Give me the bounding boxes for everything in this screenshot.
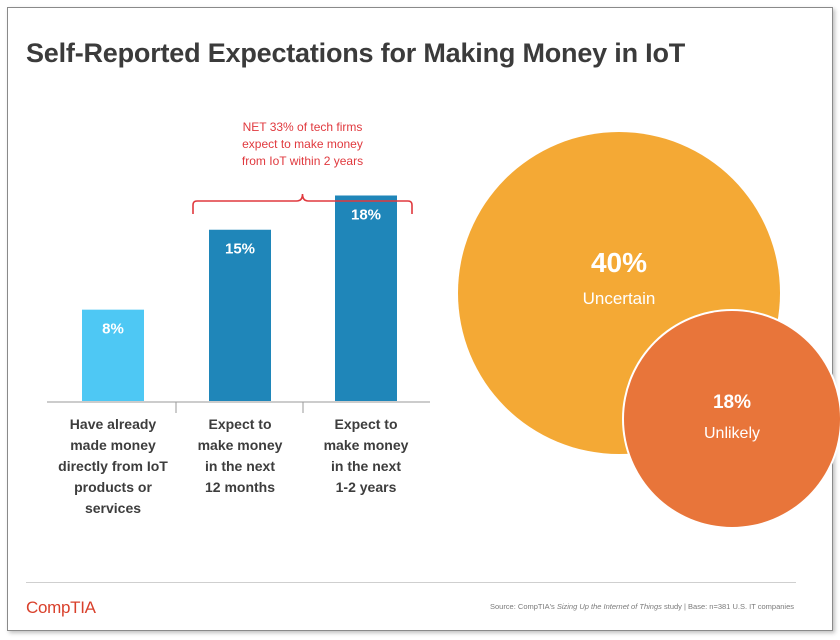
annotation-text-line-2: expect to make money — [242, 137, 363, 151]
bar-1 — [82, 309, 144, 401]
comptia-logo: CompTIA — [26, 598, 96, 617]
annotation-text-line-3: from IoT within 2 years — [242, 154, 363, 168]
bubble-uncertain-value: 40% — [591, 247, 647, 278]
bar-2 — [209, 229, 271, 401]
category-label-3-line-3: in the next — [331, 458, 401, 474]
bar-value-label-3: 18% — [351, 206, 381, 223]
bubble-uncertain-label: Uncertain — [583, 289, 656, 308]
category-label-2-line-4: 12 months — [205, 479, 275, 495]
bar-value-label-2: 15% — [225, 241, 255, 258]
category-label-1-line-3: directly from IoT — [58, 458, 168, 474]
chart-title: Self-Reported Expectations for Making Mo… — [26, 38, 686, 68]
bubble-unlikely-label: Unlikely — [704, 425, 760, 442]
bubble-unlikely — [624, 311, 840, 527]
annotation-text-line-1: NET 33% of tech firms — [243, 120, 363, 134]
category-label-3-line-4: 1-2 years — [336, 479, 397, 495]
category-label-1-line-2: made money — [70, 437, 156, 453]
source-suffix: study | Base: n=381 U.S. IT companies — [661, 602, 794, 611]
source-note: Source: CompTIA's Sizing Up the Internet… — [490, 602, 794, 611]
category-label-1-line-1: Have already — [70, 416, 157, 432]
bubble-unlikely-value: 18% — [713, 392, 751, 413]
footer-divider — [26, 582, 796, 583]
category-label-3-line-1: Expect to — [334, 416, 397, 432]
source-prefix: Source: CompTIA's — [489, 602, 557, 611]
category-label-3-line-2: make money — [324, 437, 409, 453]
category-label-1-line-5: services — [85, 500, 141, 516]
bar-value-label-1: 8% — [102, 321, 124, 338]
category-label-1-line-4: products or — [74, 479, 152, 495]
source-study: Sizing Up the Internet of Things — [556, 602, 662, 611]
category-label-2-line-1: Expect to — [208, 416, 271, 432]
category-label-2-line-3: in the next — [205, 458, 275, 474]
annotation-bracket — [192, 193, 413, 214]
category-label-2-line-2: make money — [198, 437, 283, 453]
bar-3 — [335, 195, 397, 401]
